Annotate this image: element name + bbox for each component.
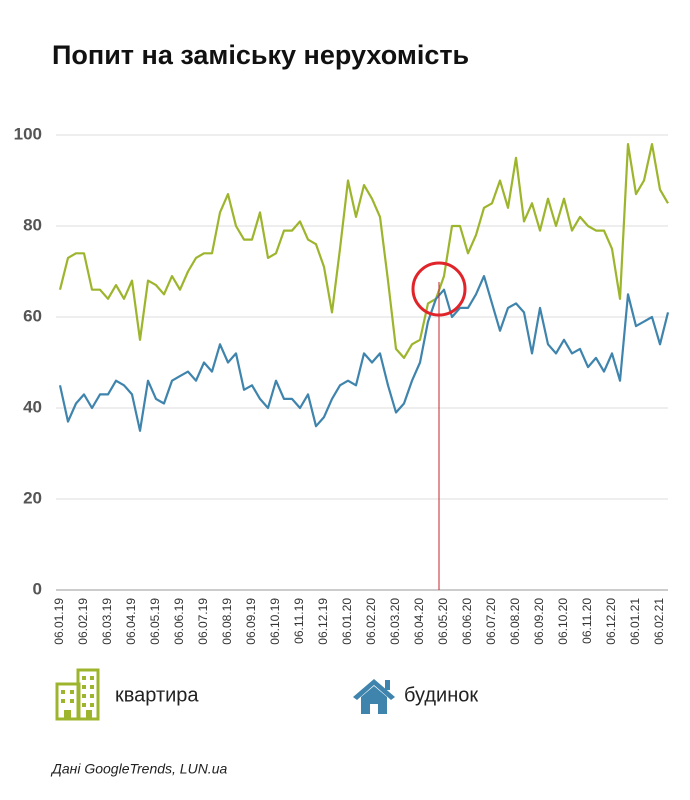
- x-tick-label: 06.05.20: [436, 598, 450, 645]
- x-tick-label: 06.11.19: [292, 598, 306, 644]
- x-tick-label: 06.06.20: [460, 598, 474, 645]
- plot-area: 0 20 40 60 80 100 06.01.19 06.02.19 06.03.19 06.0…: [14, 124, 670, 645]
- x-tick-label: 06.05.19: [148, 598, 162, 645]
- x-tick-label: 06.06.19: [172, 598, 186, 645]
- x-tick-label: 06.07.19: [196, 598, 210, 645]
- x-tick-label: 06.10.19: [268, 598, 282, 645]
- x-tick-label: 06.09.19: [244, 598, 258, 645]
- x-tick-label: 06.08.19: [220, 598, 234, 645]
- chart-title: Попит на заміську нерухомість: [52, 40, 469, 70]
- x-tick-label: 06.04.20: [412, 598, 426, 645]
- x-tick-label: 06.02.21: [652, 598, 666, 645]
- x-tick-label: 06.10.20: [556, 598, 570, 645]
- x-tick-label: 06.04.19: [124, 598, 138, 645]
- x-tick-label: 06.09.20: [532, 598, 546, 645]
- y-tick-label: 60: [23, 306, 42, 325]
- x-tick-label: 06.01.19: [52, 598, 66, 645]
- x-tick-label: 06.03.19: [100, 598, 114, 645]
- y-tick-label: 0: [33, 579, 42, 598]
- x-tick-label: 06.01.20: [340, 598, 354, 645]
- x-tick-label: 06.01.21: [628, 598, 642, 645]
- x-tick-label: 06.03.20: [388, 598, 402, 645]
- x-tick-label: 06.02.19: [76, 598, 90, 645]
- series-line: [58, 275, 670, 432]
- x-tick-label: 06.12.19: [316, 598, 330, 645]
- legend-icon-apartment: [55, 668, 100, 721]
- x-tick-label: 06.11.20: [580, 598, 594, 644]
- source-note: Дані GoogleTrends, LUN.ua: [50, 761, 227, 777]
- x-tick-label: 06.08.20: [508, 598, 522, 645]
- x-tick-label: 06.02.20: [364, 598, 378, 645]
- x-tick-label: 06.07.20: [484, 598, 498, 645]
- legend-label: будинок: [404, 684, 478, 706]
- legend-icon-house: [353, 679, 395, 714]
- series-line: [58, 143, 669, 359]
- highlight-circle: [411, 261, 467, 317]
- y-tick-label: 80: [23, 215, 42, 234]
- y-tick-label: 20: [23, 488, 42, 507]
- y-tick-label: 100: [14, 124, 42, 143]
- y-tick-label: 40: [23, 397, 42, 416]
- legend-label: квартира: [115, 684, 199, 706]
- x-tick-label: 06.12.20: [604, 598, 618, 645]
